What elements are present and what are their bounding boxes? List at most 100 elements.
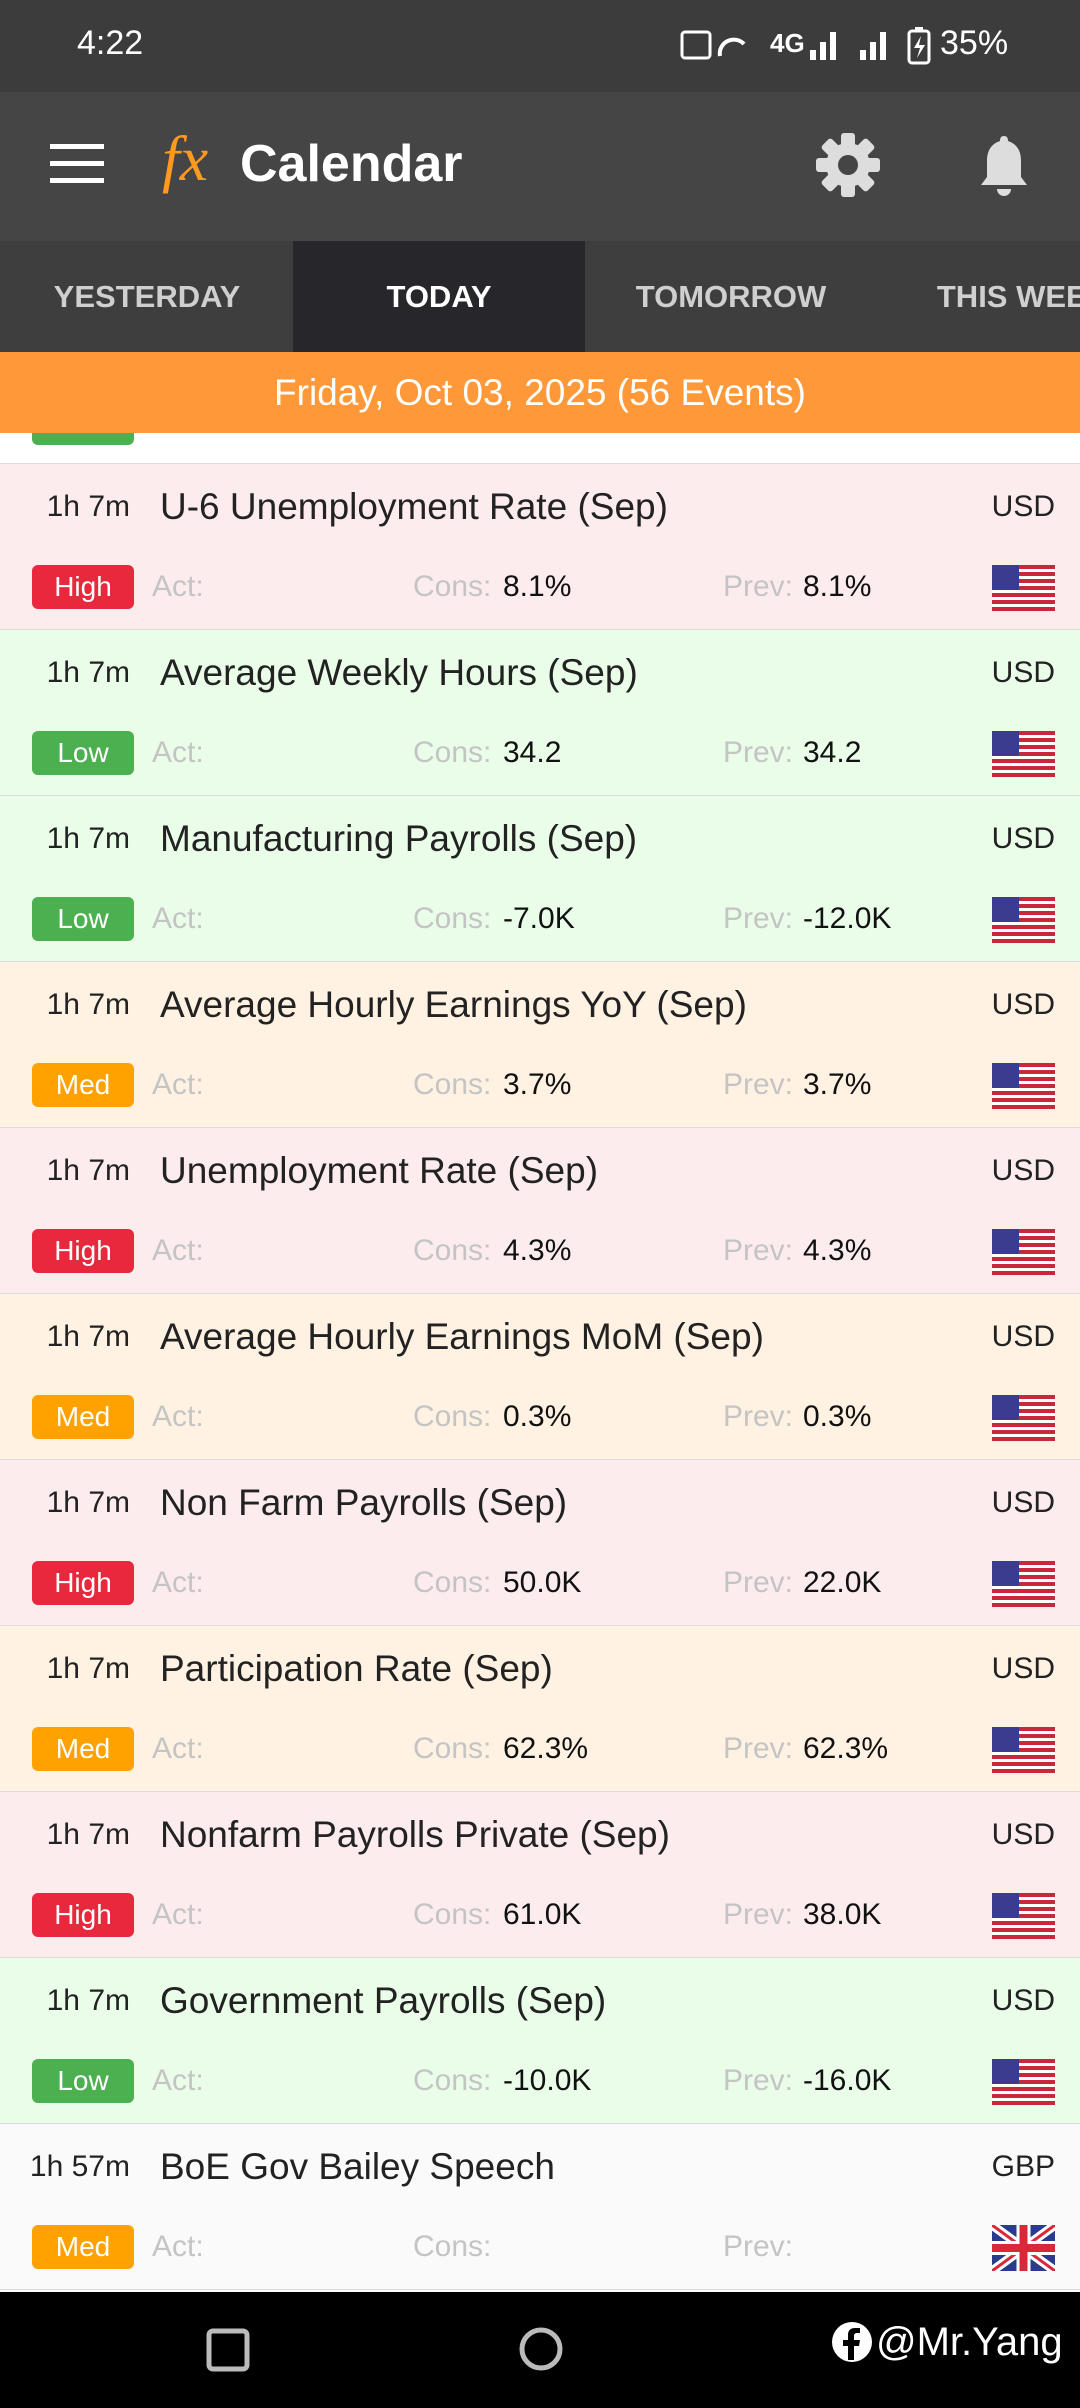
previous-label: Prev:: [723, 1400, 794, 1433]
us-flag: [992, 1727, 1055, 1773]
event-title: Non Farm Payrolls (Sep): [160, 1482, 568, 1523]
consensus-value: 3.7%: [503, 1068, 572, 1101]
home-button[interactable]: [518, 2326, 564, 2372]
impact-badge: Low: [32, 897, 134, 941]
event-title: Unemployment Rate (Sep): [160, 1150, 599, 1191]
consensus-label: Cons:: [413, 1898, 492, 1931]
actual-label: Act:: [152, 1732, 204, 1765]
actual-label: Act:: [152, 1234, 204, 1267]
gb-flag: [992, 2225, 1055, 2271]
previous-value: 34.2: [803, 736, 862, 769]
us-flag: [992, 731, 1055, 777]
event-title: U-6 Unemployment Rate (Sep): [160, 486, 668, 527]
event-time: 1h 7m: [46, 1984, 130, 2017]
event-row[interactable]: 1h 7m Unemployment Rate (Sep) USD High Act: C…: [0, 1128, 1080, 1294]
event-row[interactable]: 1h 7m Participation Rate (Sep) USD Med Act: C…: [0, 1626, 1080, 1792]
event-title: Average Hourly Earnings MoM (Sep): [160, 1316, 764, 1357]
impact-badge: High: [32, 565, 134, 609]
event-row[interactable]: 1h 7m Manufacturing Payrolls (Sep) USD Low A…: [0, 796, 1080, 962]
event-title: Participation Rate (Sep): [160, 1648, 553, 1689]
tab[interactable]: TOMORROW: [635, 279, 827, 314]
actual-label: Act:: [152, 570, 204, 603]
previous-value: 3.7%: [803, 1068, 872, 1101]
event-time: 1h 7m: [46, 1320, 130, 1353]
status-bar: 4:22 4G 35%: [0, 0, 1080, 92]
consensus-label: Cons:: [413, 570, 492, 603]
previous-value: 4.3%: [803, 1234, 872, 1267]
date-banner: Friday, Oct 03, 2025 (56 Events): [0, 352, 1080, 433]
event-time: 1h 57m: [29, 2150, 130, 2183]
previous-label: Prev:: [723, 570, 794, 603]
settings-button[interactable]: [815, 132, 881, 198]
previous-label: Prev:: [723, 2064, 794, 2097]
menu-button[interactable]: [50, 144, 104, 184]
event-row[interactable]: 1h 7m Non Farm Payrolls (Sep) USD High Act: C…: [0, 1460, 1080, 1626]
event-title: Average Weekly Hours (Sep): [160, 652, 638, 693]
tab[interactable]: TODAY: [293, 241, 585, 352]
recents-button[interactable]: [206, 2328, 250, 2372]
previous-value: 22.0K: [803, 1566, 882, 1599]
event-row[interactable]: 1h 7m Average Hourly Earnings MoM (Sep) US…: [0, 1294, 1080, 1460]
event-time: 1h 7m: [46, 1818, 130, 1851]
signal-icons: [680, 30, 746, 60]
impact-badge: High: [32, 1561, 134, 1605]
consensus-label: Cons:: [413, 902, 492, 935]
notifications-button[interactable]: [978, 132, 1030, 198]
previous-value: -12.0K: [803, 902, 892, 935]
actual-label: Act:: [152, 2064, 204, 2097]
app-bar: fx Calendar: [0, 92, 1080, 241]
us-flag: [992, 1063, 1055, 1109]
tab[interactable]: YESTERDAY: [53, 279, 241, 314]
event-title: Nonfarm Payrolls Private (Sep): [160, 1814, 670, 1855]
facebook-icon: [832, 2322, 872, 2362]
event-currency: GBP: [991, 2150, 1055, 2183]
event-time: 1h 7m: [46, 490, 130, 523]
previous-label: Prev:: [723, 736, 794, 769]
event-row[interactable]: 1h 7m U-6 Unemployment Rate (Sep) USD High A…: [0, 464, 1080, 630]
consensus-label: Cons:: [413, 2064, 492, 2097]
us-flag: [992, 1893, 1055, 1939]
event-row[interactable]: 1h 7m Nonfarm Payrolls Private (Sep) USD Hi…: [0, 1792, 1080, 1958]
network-type: 4G: [770, 28, 805, 58]
event-currency: USD: [991, 988, 1055, 1021]
impact-badge: High: [32, 1893, 134, 1937]
previous-value: 38.0K: [803, 1898, 882, 1931]
consensus-label: Cons:: [413, 1566, 492, 1599]
previous-value: 62.3%: [803, 1732, 889, 1765]
event-time: 1h 7m: [46, 988, 130, 1021]
previous-label: Prev:: [723, 2230, 794, 2263]
event-title: BoE Gov Bailey Speech: [160, 2146, 555, 2187]
event-currency: USD: [991, 1652, 1055, 1685]
event-currency: USD: [991, 656, 1055, 689]
consensus-value: 34.2: [503, 736, 562, 769]
event-currency: USD: [991, 1818, 1055, 1851]
event-currency: USD: [991, 1154, 1055, 1187]
impact-badge: High: [32, 1229, 134, 1273]
event-row[interactable]: 1h 57m BoE Gov Bailey Speech GBP Med Act: Con…: [0, 2124, 1080, 2290]
consensus-label: Cons:: [413, 2230, 492, 2263]
impact-badge: Med: [32, 1063, 134, 1107]
app-title: Calendar: [240, 135, 463, 193]
event-row[interactable]: 1h 7m Average Weekly Hours (Sep) USD Low Act…: [0, 630, 1080, 796]
consensus-value: 62.3%: [503, 1732, 589, 1765]
actual-label: Act:: [152, 1566, 204, 1599]
tab[interactable]: THIS WEEK: [936, 279, 1080, 314]
consensus-label: Cons:: [413, 1400, 492, 1433]
event-title: Manufacturing Payrolls (Sep): [160, 818, 638, 859]
impact-badge: Low: [32, 731, 134, 775]
impact-badge: Med: [32, 1727, 134, 1771]
actual-label: Act:: [152, 1898, 204, 1931]
watermark: @Mr.Yang: [876, 2320, 1063, 2364]
consensus-value: 0.3%: [503, 1400, 572, 1433]
consensus-value: 4.3%: [503, 1234, 572, 1267]
app-logo: fx: [162, 123, 209, 194]
us-flag: [992, 1395, 1055, 1441]
signal-bars: [810, 32, 886, 60]
event-currency: USD: [991, 1486, 1055, 1519]
event-row[interactable]: 1h 7m Government Payrolls (Sep) USD Low Act:…: [0, 1958, 1080, 2124]
us-flag: [992, 897, 1055, 943]
partial-badge: [32, 433, 134, 445]
event-row[interactable]: 1h 7m Average Hourly Earnings YoY (Sep) US…: [0, 962, 1080, 1128]
previous-value: -16.0K: [803, 2064, 892, 2097]
